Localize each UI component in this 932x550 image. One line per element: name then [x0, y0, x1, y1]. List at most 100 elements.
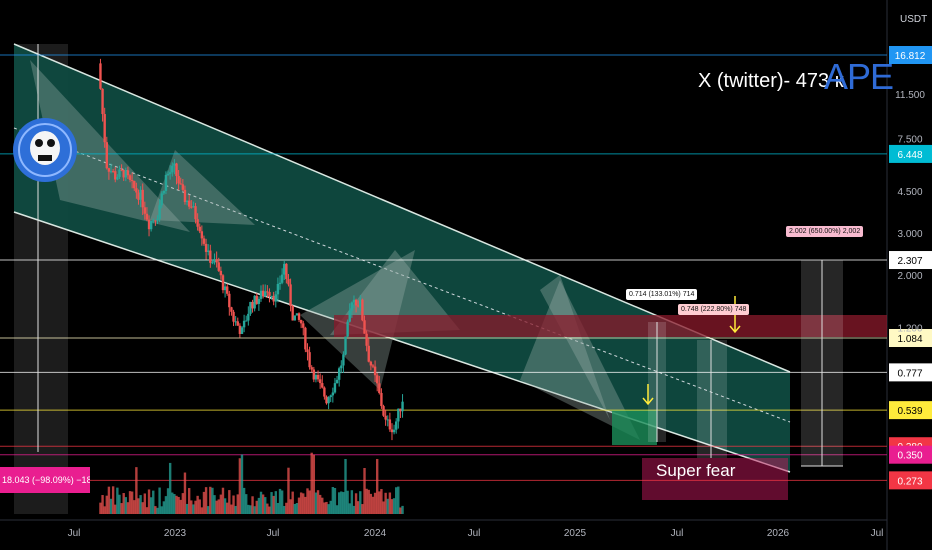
candle-body	[213, 259, 216, 263]
candle-body	[367, 345, 370, 362]
volume-bar	[240, 454, 244, 514]
volume-bar	[158, 487, 161, 514]
volume-bar	[375, 458, 379, 514]
candle-body	[116, 177, 119, 180]
volume-bar	[209, 486, 212, 514]
volume-bar	[177, 496, 180, 514]
candle-body	[143, 207, 147, 214]
candle-body	[291, 306, 294, 321]
candle-body	[173, 163, 176, 166]
volume-bar	[356, 501, 360, 514]
volume-bar	[257, 497, 261, 514]
volume-bar	[126, 502, 130, 514]
candle-body	[270, 295, 273, 297]
candle-body	[302, 323, 305, 328]
price-tag-text-3: 1.084	[897, 334, 922, 345]
volume-bar	[312, 454, 316, 514]
price-tag-bg-7	[889, 445, 932, 464]
candle-body	[135, 188, 138, 193]
candle-body	[392, 429, 396, 433]
candle-body	[209, 250, 212, 263]
candle-body	[232, 311, 235, 322]
volume-bar	[344, 458, 347, 514]
x-label-8: Jul	[871, 528, 884, 539]
volume-bar	[230, 504, 233, 514]
currency-label: USDT	[900, 14, 928, 25]
volume-bar	[130, 491, 134, 514]
volume-bar	[354, 493, 358, 514]
volume-bar	[289, 499, 292, 514]
candle-body	[395, 421, 398, 430]
volume-bar	[206, 506, 210, 514]
volume-bar	[179, 499, 182, 514]
fractal-shape-0	[30, 60, 190, 232]
measure-label-drawdown: 18.043 (−98.09%) −18,043	[0, 467, 90, 493]
price-tag-1: 6.448	[889, 144, 932, 163]
price-tag-8: 0.273	[889, 471, 932, 490]
volume-bar	[259, 491, 263, 514]
volume-bar	[183, 472, 187, 514]
candle-body	[369, 361, 373, 366]
volume-bar	[255, 500, 258, 514]
candle-body	[293, 315, 297, 321]
volume-bar	[327, 504, 330, 514]
candle-body	[321, 383, 324, 388]
candle-body	[101, 88, 104, 115]
candle-body	[310, 367, 313, 370]
price-tag-bg-3	[889, 329, 932, 347]
candle-body	[238, 325, 242, 334]
candle-body	[314, 374, 318, 380]
volume-bar	[350, 490, 354, 514]
candle-body	[230, 307, 233, 312]
candle-body	[318, 379, 322, 384]
volume-bar	[124, 497, 128, 514]
candle-body	[257, 298, 261, 304]
volume-bar	[215, 500, 218, 514]
y-tick-5: 1.200	[897, 324, 922, 335]
candle-body	[185, 200, 189, 203]
candle-body	[251, 301, 254, 309]
volume-bar	[386, 498, 389, 514]
volume-bar	[253, 506, 256, 514]
price-tag-3: 1.084	[889, 329, 932, 347]
candle-body	[289, 284, 292, 307]
volume-bar	[114, 504, 117, 514]
volume-bar	[270, 492, 273, 514]
y-tick-1: 7.500	[897, 134, 922, 145]
price-tag-bg-2	[889, 251, 932, 270]
candle-body	[255, 295, 258, 304]
volume-bar	[139, 495, 142, 514]
volume-bar	[346, 490, 349, 514]
candle-body	[202, 238, 206, 244]
volume-bar	[187, 488, 191, 514]
candle-body	[126, 170, 130, 176]
volume-bar	[295, 503, 299, 514]
candle-body	[219, 270, 223, 276]
ape-skull-eye-left	[35, 139, 43, 147]
volume-bar	[137, 498, 140, 514]
volume-bar	[388, 492, 392, 514]
candle-body	[120, 169, 123, 171]
candle-body	[354, 299, 358, 306]
x-label-0: Jul	[68, 528, 81, 539]
super-fear-zone	[642, 458, 788, 500]
volume-bar	[160, 506, 163, 514]
candle-body	[158, 205, 161, 220]
volume-bar	[141, 502, 144, 514]
candle-body	[194, 206, 197, 220]
candle-body	[278, 282, 282, 284]
candle-body	[103, 114, 106, 143]
candle-body	[114, 171, 117, 180]
volume-bar	[395, 487, 398, 514]
volume-bar	[171, 492, 174, 514]
volume-bar	[382, 501, 385, 514]
volume-bar	[118, 494, 121, 514]
candle-body	[266, 291, 269, 293]
candle-body	[253, 295, 256, 309]
volume-bar	[299, 492, 303, 514]
candle-body	[283, 263, 286, 275]
volume-bar	[304, 496, 307, 514]
volume-bar	[211, 487, 214, 514]
volume-bar	[192, 504, 195, 514]
